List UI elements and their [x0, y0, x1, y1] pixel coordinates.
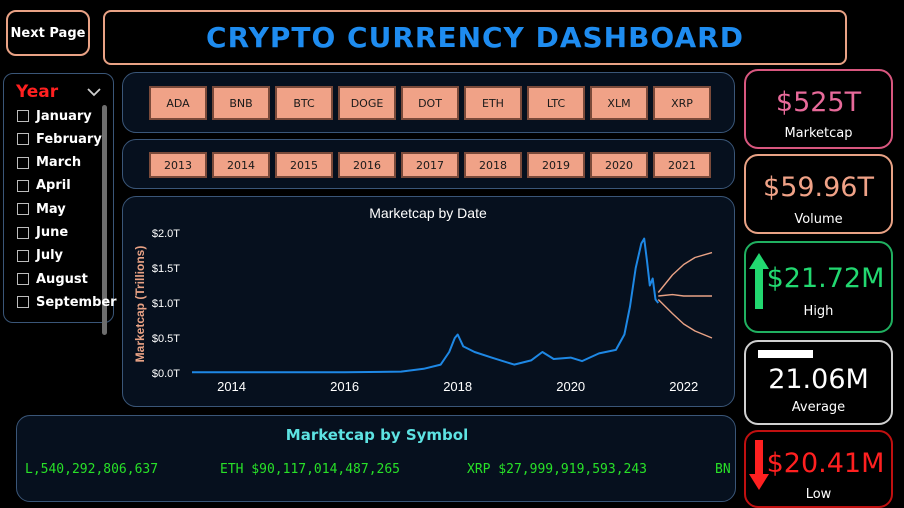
year-option[interactable]: 2019 [527, 152, 585, 178]
month-checkbox[interactable] [17, 156, 29, 169]
symbol-option[interactable]: DOT [401, 86, 459, 120]
year-option[interactable]: 2015 [275, 152, 333, 178]
symbol-option[interactable]: XLM [590, 86, 648, 120]
kpi-high-card: $21.72M High [744, 241, 893, 333]
year-option[interactable]: 2016 [338, 152, 396, 178]
month-option[interactable]: March [17, 154, 81, 172]
month-option[interactable]: January [17, 107, 92, 125]
chart-x-tick-label: 2018 [443, 379, 472, 394]
month-checkbox[interactable] [17, 226, 29, 239]
month-label: August [36, 271, 88, 287]
next-page-label: Next Page [10, 25, 86, 41]
month-label: February [36, 131, 102, 147]
symbol-option[interactable]: XRP [653, 86, 711, 120]
month-option[interactable]: February [17, 130, 102, 148]
chart-y-tick-label: $1.0T [152, 298, 180, 310]
year-option[interactable]: 2021 [653, 152, 711, 178]
symbol-option[interactable]: ADA [149, 86, 207, 120]
kpi-high-label: High [803, 304, 834, 319]
month-option[interactable]: August [17, 270, 88, 288]
ticker-item: ETH $90,117,014,487,265 [220, 462, 401, 477]
chart-series-forecast-lower [657, 299, 713, 339]
month-checkbox[interactable] [17, 203, 29, 216]
year-slicer: 2013 2014 2015 2016 2017 2018 2019 2020 2021 [122, 139, 735, 189]
arrow-up-icon [749, 253, 769, 309]
symbol-option[interactable]: LTC [527, 86, 585, 120]
slicer-title: Year [16, 82, 59, 102]
symbol-option[interactable]: BNB [212, 86, 270, 120]
dashboard-title-box: CRYPTO CURRENCY DASHBOARD [103, 10, 847, 65]
average-bar-icon [758, 350, 813, 358]
chart-x-ticks: 2014 2016 2018 2020 2022 [217, 379, 698, 394]
next-page-button[interactable]: Next Page [6, 10, 90, 56]
ticker-item: L,540,292,806,637 [25, 462, 159, 477]
kpi-low-value: $20.41M [766, 448, 885, 479]
year-option[interactable]: 2013 [149, 152, 207, 178]
arrow-down-icon [749, 440, 769, 490]
kpi-high-value: $21.72M [766, 263, 885, 294]
month-option[interactable]: April [17, 177, 71, 195]
month-label: May [36, 201, 66, 217]
chart-x-tick-label: 2022 [669, 379, 698, 394]
month-slicer: Year January February March April May June Jul… [3, 73, 117, 335]
ticker-item: BN [715, 462, 731, 477]
chart-series-forecast-upper [657, 251, 713, 293]
month-checkbox[interactable] [17, 110, 29, 122]
symbol-option[interactable]: ETH [464, 86, 522, 120]
kpi-average-label: Average [791, 400, 846, 415]
year-option[interactable]: 2014 [212, 152, 270, 178]
kpi-volume-value: $59.96T [763, 172, 874, 203]
chart-y-tick-label: $1.5T [152, 263, 180, 275]
dashboard-title: CRYPTO CURRENCY DASHBOARD [206, 21, 744, 54]
kpi-marketcap-label: Marketcap [784, 126, 853, 141]
month-label: March [36, 155, 82, 171]
kpi-average-card: 21.06M Average [744, 340, 893, 425]
month-label: July [36, 248, 64, 264]
chart-title: Marketcap by Date [369, 205, 487, 221]
month-checkbox[interactable] [17, 296, 29, 309]
year-option[interactable]: 2018 [464, 152, 522, 178]
symbol-option[interactable]: DOGE [338, 86, 396, 120]
kpi-marketcap-card: $525T Marketcap [744, 69, 893, 149]
chart-y-ticks: $0.0T $0.5T $1.0T $1.5T $2.0T [152, 228, 180, 380]
marketcap-line-chart: Marketcap by Date Marketcap (Trillions) … [133, 205, 713, 394]
symbol-slicer: ADA BNB BTC DOGE DOT ETH LTC XLM XRP [122, 72, 735, 133]
month-checkbox[interactable] [17, 133, 29, 146]
chart-series-actual [192, 237, 660, 374]
month-checkbox[interactable] [17, 249, 29, 262]
chart-y-axis-label: Marketcap (Trillions) [133, 246, 147, 363]
chart-x-tick-label: 2014 [217, 379, 246, 394]
chart-series [192, 237, 713, 374]
kpi-low-label: Low [805, 487, 832, 502]
kpi-marketcap-value: $525T [775, 87, 862, 118]
kpi-volume-card: $59.96T Volume [744, 154, 893, 234]
ticker-item: XRP $27,999,919,593,243 [467, 462, 648, 477]
chevron-down-icon[interactable] [86, 84, 102, 100]
year-option[interactable]: 2017 [401, 152, 459, 178]
kpi-low-card: $20.41M Low [744, 430, 893, 508]
year-option[interactable]: 2020 [590, 152, 648, 178]
symbol-option[interactable]: BTC [275, 86, 333, 120]
month-checkbox[interactable] [17, 179, 29, 192]
month-option[interactable]: May [17, 200, 66, 218]
chart-x-tick-label: 2020 [556, 379, 585, 394]
chart-x-tick-label: 2016 [330, 379, 359, 394]
month-option[interactable]: July [17, 247, 63, 265]
chart-y-tick-label: $2.0T [152, 228, 180, 240]
kpi-average-value: 21.06M [768, 364, 869, 395]
month-label: April [36, 178, 71, 194]
chart-series-forecast [658, 293, 712, 297]
month-checkbox[interactable] [17, 273, 29, 286]
month-label: January [36, 108, 92, 124]
chart-y-tick-label: $0.0T [152, 368, 180, 380]
month-option[interactable]: September [17, 293, 117, 311]
month-option[interactable]: June [17, 224, 68, 242]
month-label: September [36, 294, 117, 310]
month-label: June [36, 225, 69, 240]
chart-y-tick-label: $0.5T [152, 333, 180, 345]
kpi-volume-label: Volume [794, 212, 843, 227]
slicer-scrollbar[interactable] [102, 105, 107, 335]
marketcap-by-symbol-ticker: Marketcap by Symbol L,540,292,806,637 ET… [16, 415, 736, 502]
ticker-title: Marketcap by Symbol [285, 426, 469, 444]
